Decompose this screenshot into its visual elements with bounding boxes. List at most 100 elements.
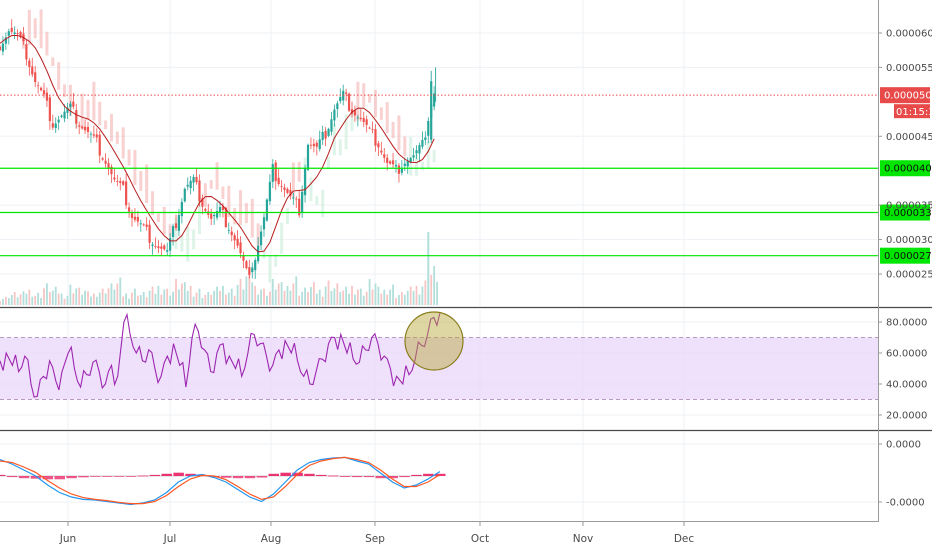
rsi-axis-tick-label: 80.0000 (886, 318, 927, 329)
volume-bar (4, 296, 7, 305)
candle-body (274, 162, 277, 182)
candle-body (125, 181, 128, 206)
support-lines[interactable]: 0.00004036 0.00003393 0.00002766 0.00005097… (0, 87, 932, 264)
volume-bar (298, 295, 301, 305)
candle-body (28, 60, 31, 67)
price-axis-tick-label: 0.00003500 (886, 201, 932, 212)
rsi-pane[interactable]: 80.0000 60.0000 40.0000 20.0000 (0, 309, 927, 429)
candle-body (119, 181, 122, 183)
cloud-segment (86, 99, 90, 120)
candle-body (86, 126, 90, 133)
cloud-segment (80, 93, 84, 129)
ichimoku-cloud (21, 9, 436, 283)
candle-body (362, 117, 365, 123)
volume-bar (175, 278, 177, 305)
candle-body (315, 142, 318, 147)
cloud-segment (39, 9, 43, 49)
volume-bar (13, 291, 16, 305)
candle-body (174, 223, 178, 229)
cloud-segment (291, 162, 295, 198)
volume-bar (139, 295, 142, 305)
candle-body (160, 246, 163, 249)
signal-line (0, 456, 441, 505)
volume-bar (219, 290, 221, 305)
volume-bar (189, 285, 192, 305)
macd-pane[interactable]: 0.0000 -0.0000 (0, 432, 925, 520)
cloud-segment (227, 185, 231, 218)
candle-body (418, 145, 421, 154)
volume-bar (66, 295, 69, 305)
candle-body (37, 85, 40, 87)
volume-bar (210, 294, 213, 305)
volume-bar (119, 277, 122, 305)
volume-bar (318, 289, 321, 305)
price-pane[interactable]: 0.00004036 0.00003393 0.00002766 0.00005097… (0, 0, 932, 306)
candle-body (92, 134, 95, 136)
volume-bar (248, 268, 251, 305)
macd-histogram-bar (149, 474, 161, 476)
candle-body (303, 168, 307, 196)
volume-bar (386, 294, 389, 305)
volume-bar (277, 283, 280, 305)
candle-body (136, 216, 139, 222)
macd-axis[interactable]: 0.0000 -0.0000 (878, 440, 925, 509)
candle-body (295, 198, 298, 200)
cloud-segment (174, 217, 178, 250)
candle-body (31, 66, 34, 75)
macd-histogram-bar (42, 476, 54, 480)
cloud-segment (420, 161, 424, 171)
cloud-segment (297, 161, 301, 182)
candle-body (81, 126, 84, 129)
volume-bar (145, 297, 148, 305)
volume-bar (154, 293, 157, 305)
candle-body (333, 109, 336, 121)
rsi-axis[interactable]: 80.0000 60.0000 40.0000 20.0000 (878, 318, 927, 422)
candle-body (242, 255, 245, 261)
time-axis[interactable]: Jun Jul Aug Sep Oct Nov Dec (59, 522, 695, 545)
cloud-segment (373, 89, 377, 118)
cloud-segment (156, 213, 160, 223)
macd-histogram-bar (399, 476, 410, 478)
volume-bar (224, 294, 227, 305)
volume-bar (292, 283, 295, 305)
volume-bar (389, 289, 392, 305)
volume-bar (0, 300, 1, 305)
volume-bar (398, 295, 400, 305)
volume-bar (10, 295, 13, 305)
candle-body (210, 213, 213, 219)
time-axis-tick-label: Jun (59, 533, 76, 545)
macd-axis-tick-label: 0.0000 (886, 440, 921, 451)
candle-body (368, 127, 371, 129)
candle-body (347, 93, 351, 111)
candle-body (101, 158, 104, 160)
candle-body (218, 207, 222, 213)
price-grid (0, 0, 878, 306)
cloud-segment (215, 162, 219, 190)
volume-bar (403, 294, 406, 305)
volume-bar (95, 296, 98, 305)
candle-body (327, 128, 330, 136)
candle-body (324, 130, 327, 139)
macd-histogram-bar (280, 472, 291, 476)
volume-bar (136, 295, 139, 305)
candle-body (192, 176, 195, 183)
cloud-segment (309, 177, 313, 202)
cloud-segment (256, 223, 260, 248)
candle-body (400, 168, 403, 173)
volume-bar (280, 282, 283, 305)
volume-bar (354, 294, 356, 305)
candle-body (0, 46, 2, 50)
cloud-segment (432, 149, 436, 163)
volume-bar (134, 288, 136, 305)
volume-bar (392, 284, 394, 305)
volume-bar (198, 288, 201, 305)
cloud-segment (368, 94, 372, 103)
volume-bar (236, 285, 239, 305)
volume-bar (169, 295, 172, 305)
volume-bar (46, 283, 48, 305)
cloud-segment (262, 250, 266, 259)
volume-bar (87, 291, 89, 305)
